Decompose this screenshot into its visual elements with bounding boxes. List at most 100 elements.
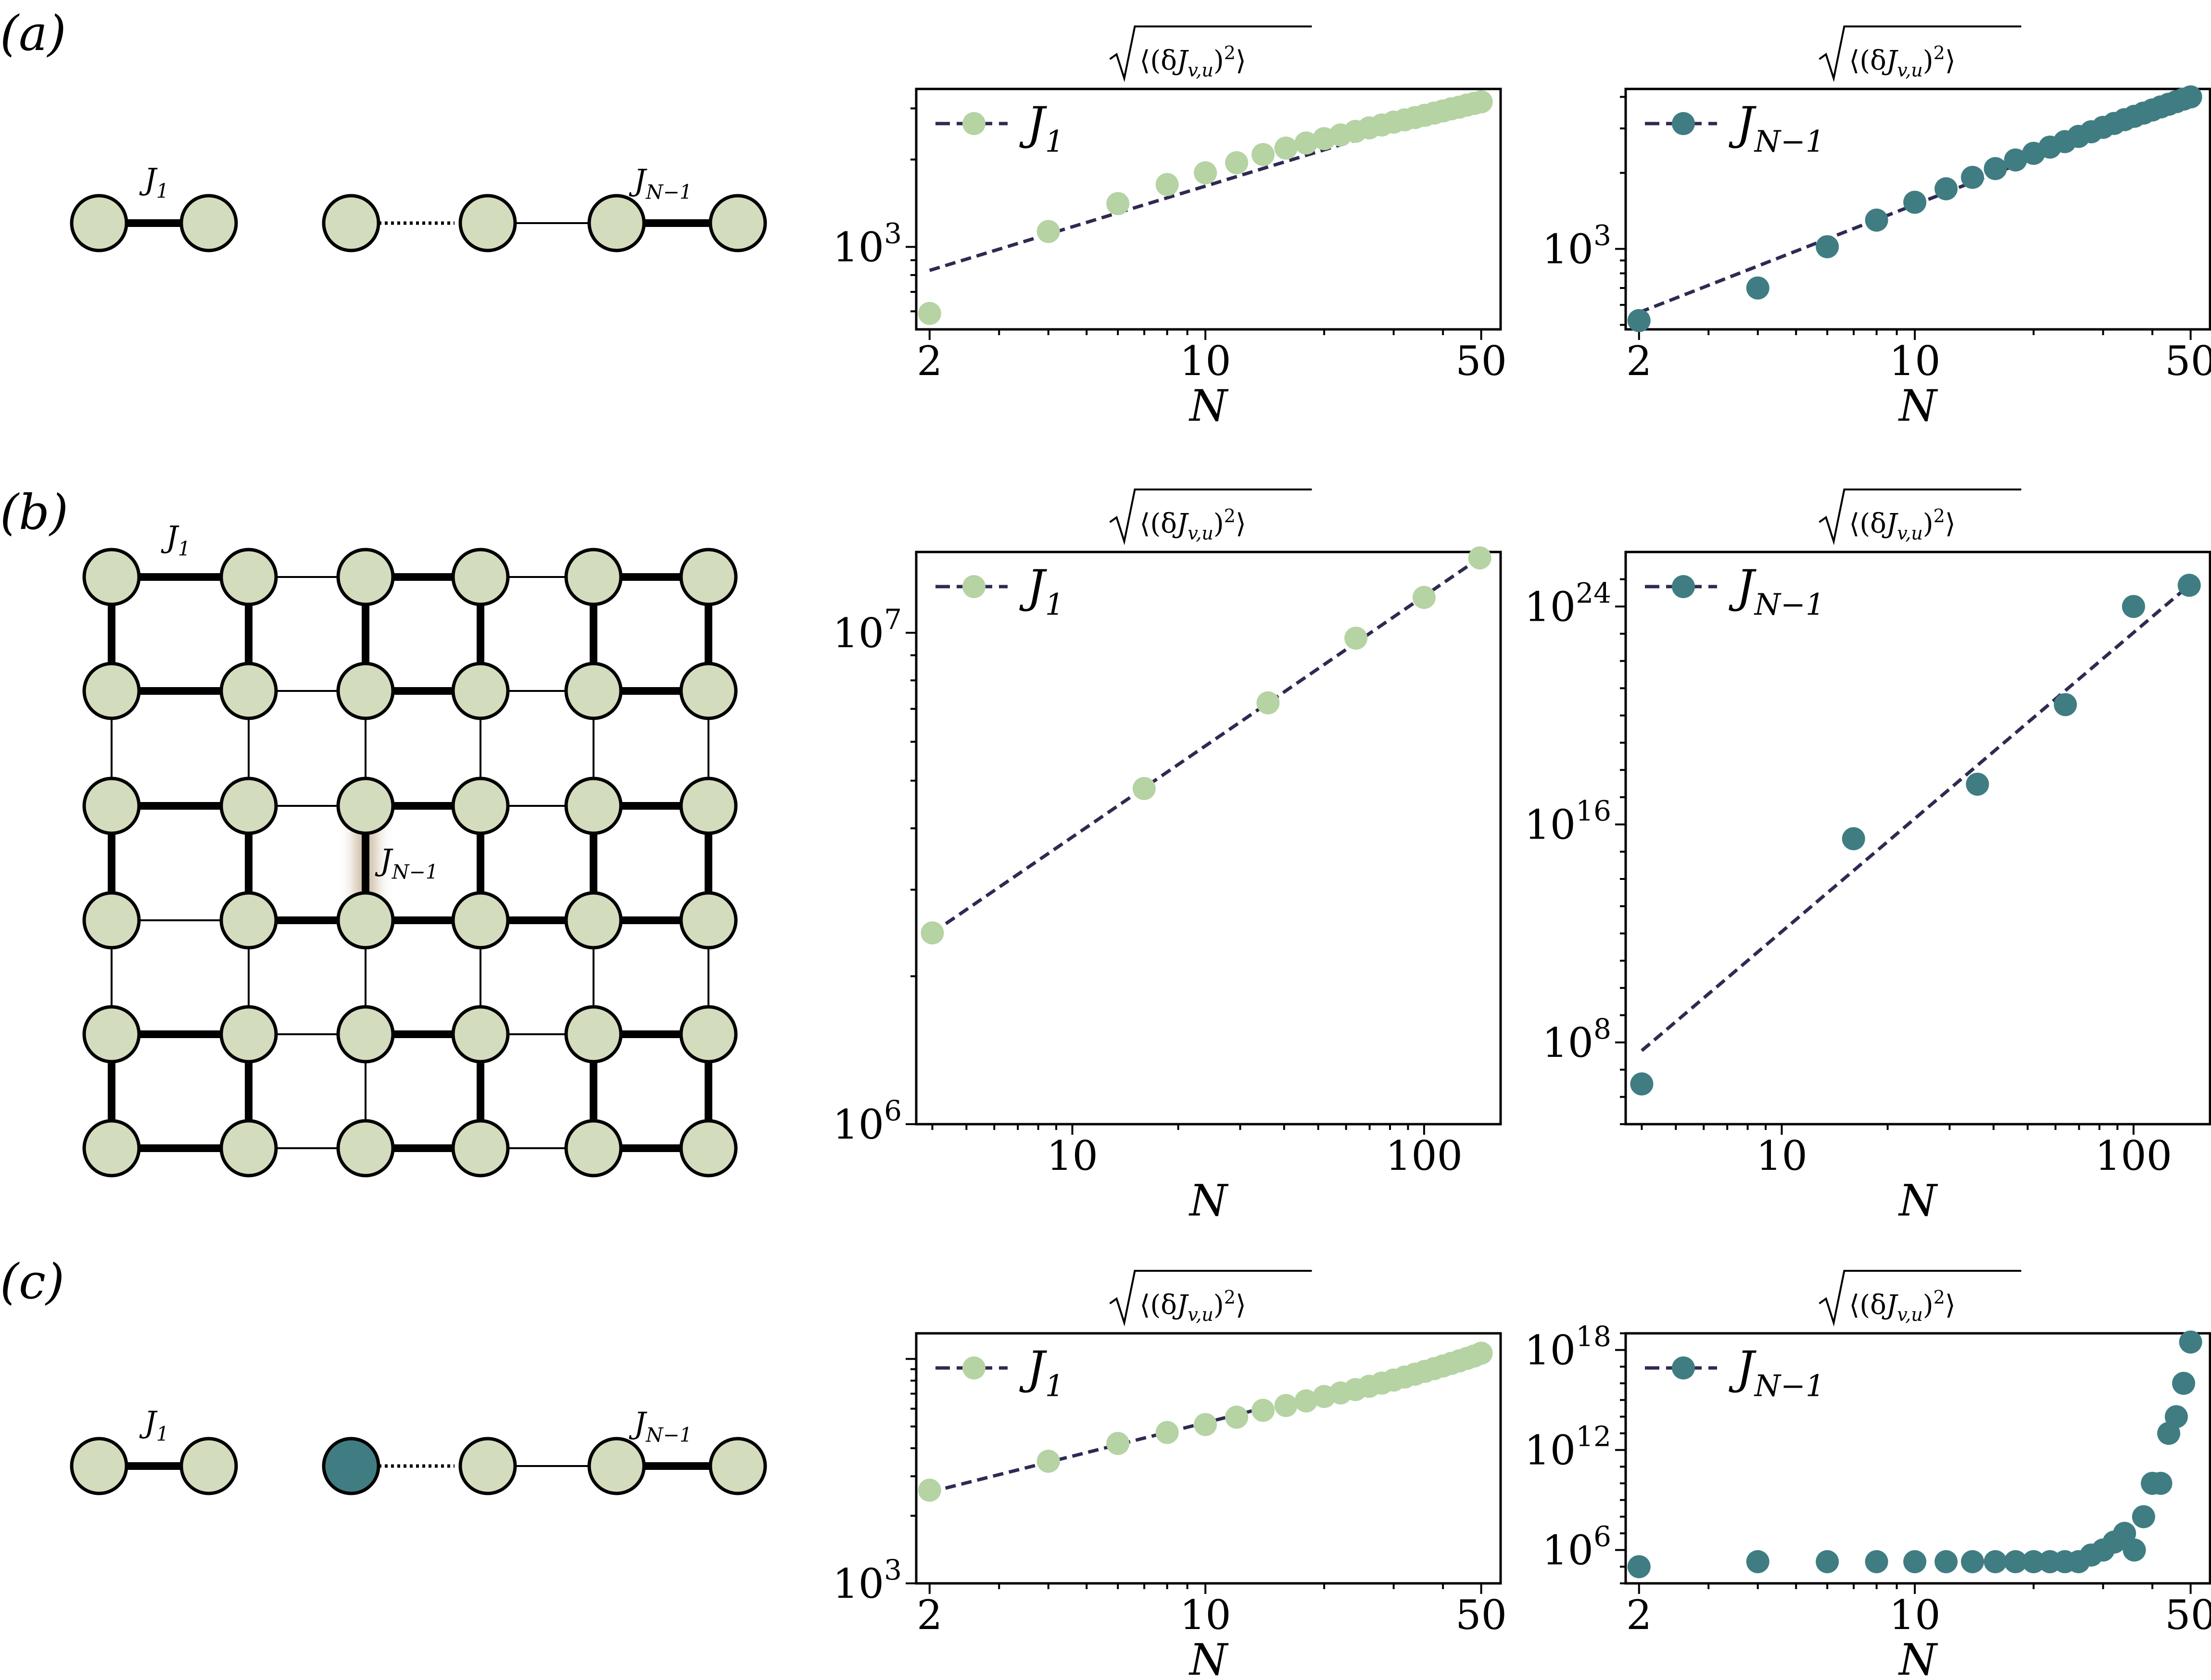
chart-title: ⟨(δJv,u)2⟩ [1109,1270,1312,1327]
y-tick-label: 1018 [1524,1320,1611,1374]
grid-node [451,777,510,835]
legend: J1​ [935,561,1064,622]
grid-node [451,662,510,720]
grid-node [679,1005,738,1064]
grid-node [219,891,278,950]
data-point [1627,1555,1651,1579]
x-axis-label: N [1188,381,1229,431]
chart-b-J1: ⟨(δJv,u)2⟩ 10 100 N 106 107 J1​ [833,489,1502,1226]
data-point [1966,772,1989,796]
legend-marker [1672,112,1695,135]
legend-marker [1672,1356,1695,1379]
grid-node [336,662,395,720]
grid-node [679,662,738,720]
panel-label-a: (a) [0,5,66,62]
plot-frame [1624,551,2211,1126]
chart-c-J1: ⟨(δJv,u)2⟩ 2 10 50 N 103 J1​ [833,1270,1507,1680]
data-point [1274,1394,1298,1417]
grid-node [564,662,623,720]
data-point [1468,546,1491,570]
panel-label-c: (c) [0,1254,64,1310]
legend-marker [962,1356,985,1379]
data-point [918,301,941,325]
data-point [2022,1550,2046,1573]
grid-node [219,777,278,835]
data-point [2164,1405,2188,1429]
data-point [1036,1450,1060,1473]
chain-diagram-c: J1​ JN−1​ [70,1404,767,1495]
data-point [2132,1505,2155,1529]
chart-title: ⟨(δJv,u)2⟩ [1109,25,1312,82]
grid-node [336,777,395,835]
legend: JN−1​ [1645,1342,1824,1403]
data-point [2177,574,2201,597]
node-n [708,1437,767,1495]
fit-line [931,556,1481,935]
x-tick-label: 50 [1455,1592,1507,1639]
legend-marker [962,575,985,598]
chart-title: ⟨(δJv,u)2⟩ [1819,25,2021,82]
grid-node [82,891,141,950]
node-n-2 [458,194,517,252]
grid-node [451,1005,510,1064]
y-tick-label: 1016 [1524,795,1611,849]
sqrt-sign [1819,489,2021,545]
x-tick-label: 10 [1889,338,1941,385]
plot-frame [915,551,1502,1126]
data-point [1984,1550,2007,1573]
plot-frame [1624,88,2211,331]
grid-node [564,891,623,950]
data-point [1225,151,1249,175]
data-point [1469,1341,1493,1365]
node-3 [322,194,380,252]
legend-marker [1672,575,1695,598]
grid-node [564,1005,623,1064]
grid-node [564,1119,623,1178]
x-tick-label: 10 [1047,1132,1098,1179]
x-tick-label: 50 [2165,338,2211,385]
data-point [1984,157,2007,180]
chain-diagram-a: J1​ JN−1​ [70,162,767,252]
x-tick-label: 10 [1180,1592,1231,1639]
data-point [1256,691,1280,715]
chart-c-JN-1: ⟨(δJv,u)2⟩ 2 10 50 N 106 1012 1018 JN−1​ [1524,1270,2211,1680]
data-point [1469,90,1493,113]
chart-title-text: ⟨(δJv,u)2⟩ [1849,1287,1956,1325]
grid-node [82,662,141,720]
label-jn-1: JN−1​ [629,163,692,203]
y-tick-label: 1012 [1524,1420,1611,1474]
data-point [1155,173,1179,196]
data-point [1036,220,1060,243]
y-tick-label: 106 [1542,1520,1611,1574]
grid-node [219,1119,278,1178]
data-point [1194,1413,1217,1436]
sqrt-sign [1109,489,1312,545]
data-point [1816,1550,1839,1573]
legend-marker [962,112,985,135]
label-j1: J1​ [139,162,169,202]
legend: J1​ [935,98,1064,159]
grid-node [679,777,738,835]
chart-title-text: ⟨(δJv,u)2⟩ [1849,505,1956,544]
grid-node [82,1119,141,1178]
panel-label-b: (b) [0,484,68,540]
data-point [1251,1399,1275,1422]
grid-node [451,548,510,606]
data-point [2054,693,2077,716]
data-point [1294,1389,1318,1413]
data-point [1746,276,1769,300]
node-1 [70,194,128,252]
data-point [1225,1405,1249,1429]
data-point [1816,235,1839,259]
data-point [2149,1472,2173,1495]
grid-node [219,548,278,606]
grid-node [336,1005,395,1064]
grid-node [679,548,738,606]
node-1 [70,1437,128,1495]
chart-title: ⟨(δJv,u)2⟩ [1819,1270,2021,1327]
plot-frame [1624,1332,2211,1585]
grid-node [564,548,623,606]
x-tick-label: 10 [1889,1592,1941,1639]
chart-a-JN-1: ⟨(δJv,u)2⟩ 2 10 50 N 103 JN−1​ [1542,25,2211,431]
y-tick-label: 1024 [1524,577,1611,630]
